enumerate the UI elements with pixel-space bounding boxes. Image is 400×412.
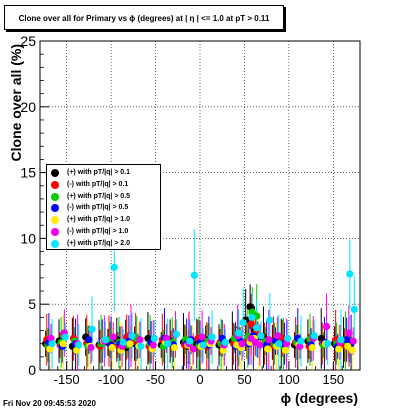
legend-marker (51, 180, 59, 189)
y-tick-label: 20 (20, 99, 36, 115)
data-point (101, 336, 110, 344)
y-tick-label: 15 (20, 165, 36, 181)
data-point (322, 322, 331, 331)
timestamp: Fri Nov 20 09:45:53 2020 (3, 399, 96, 408)
data-point (264, 345, 272, 353)
data-point (88, 325, 96, 333)
x-tick-label: -150 (54, 372, 80, 387)
legend-marker (51, 239, 59, 248)
data-point (198, 333, 206, 341)
data-point (199, 341, 207, 349)
legend-entry: (+) with pT/|q| > 0.5 (47, 191, 160, 203)
y-tick-label: 5 (28, 296, 36, 312)
data-point (247, 320, 255, 328)
legend-marker (51, 192, 59, 201)
legend-marker (51, 169, 59, 177)
y-axis-ticks: 0 5 10 15 20 25 (20, 33, 49, 378)
chart-title: Clone over all for Primary vs ϕ (degrees… (18, 14, 270, 23)
x-tick-label: -100 (98, 372, 124, 387)
data-point (265, 336, 273, 344)
data-point (119, 338, 127, 346)
legend-marker (51, 228, 59, 236)
data-point (266, 316, 274, 324)
data-point (208, 333, 216, 341)
data-point (128, 332, 136, 340)
data-point (172, 330, 181, 339)
data-point (284, 334, 292, 343)
data-point (337, 336, 345, 344)
legend-entry: (-) with pT/|q| > 0.1 (47, 179, 160, 191)
x-tick-label: 150 (322, 372, 344, 387)
y-tick-label: 0 (28, 362, 36, 378)
legend-marker (51, 216, 59, 225)
data-point (87, 344, 95, 352)
data-point (48, 340, 56, 348)
data-point (235, 329, 243, 337)
title-box: Clone over all for Primary vs ϕ (degrees… (4, 5, 284, 30)
x-axis-ticks: -150 -100 -50 0 50 100 150 (48, 361, 352, 387)
data-point (348, 346, 356, 354)
x-tick-label: 100 (278, 372, 300, 387)
data-point (308, 344, 316, 352)
data-point (190, 271, 198, 279)
data-point (275, 340, 283, 348)
data-point (349, 337, 357, 345)
data-point (149, 341, 157, 349)
data-point (221, 338, 230, 346)
data-point (346, 270, 354, 278)
grid-lines (40, 40, 360, 371)
data-point (281, 346, 290, 354)
data-point (59, 340, 67, 348)
data-point (109, 333, 117, 341)
legend-marker (51, 204, 59, 213)
data-point (238, 340, 246, 348)
legend-label: (-) with pT/|q| > 1.0 (67, 228, 129, 235)
legend: (+) with pT/|q| > 0.1 (-) with pT/|q| > 0… (46, 164, 161, 250)
data-point (345, 329, 353, 337)
x-tick-label: -50 (146, 372, 165, 387)
data-points (42, 263, 358, 354)
data-point (256, 341, 264, 349)
data-point (137, 342, 145, 350)
data-point (248, 313, 256, 321)
data-point (170, 344, 178, 352)
legend-label: (+) with pT/|q| > 1.0 (67, 216, 131, 224)
legend-entry: (+) with pT/|q| > 2.0 (47, 238, 160, 250)
data-point (274, 332, 282, 340)
y-axis-label: Clone over all (%) (8, 44, 24, 161)
data-point (350, 305, 358, 314)
data-point (75, 341, 83, 349)
legend-entry: (+) with pT/|q| > 0.1 (47, 167, 160, 179)
data-point (257, 332, 265, 340)
data-point (85, 336, 93, 344)
x-tick-label: 50 (237, 372, 251, 387)
data-point (108, 344, 116, 352)
data-point (189, 345, 197, 353)
legend-entry: (+) with pT/|q| > 1.0 (47, 214, 160, 226)
data-point (186, 337, 194, 345)
y-tick-label: 10 (20, 230, 36, 246)
data-point (297, 337, 305, 345)
data-point (164, 340, 172, 348)
legend-label: (+) with pT/|q| > 2.0 (67, 239, 131, 247)
data-point (252, 324, 261, 332)
data-point (335, 345, 343, 353)
legend-label: (+) with pT/|q| > 0.1 (67, 169, 131, 176)
data-point (136, 336, 144, 344)
data-point (110, 263, 118, 271)
legend-label: (-) with pT/|q| > 0.1 (67, 180, 129, 188)
legend-label: (+) with pT/|q| > 0.5 (67, 192, 131, 200)
x-axis-label: ϕ (degrees) (281, 390, 358, 406)
data-point (324, 340, 332, 348)
data-point (239, 319, 247, 327)
data-point (61, 333, 70, 341)
legend-entry: (-) with pT/|q| > 1.0 (47, 226, 160, 238)
data-point (150, 334, 158, 343)
y-tick-label: 25 (20, 33, 36, 49)
legend-label: (-) with pT/|q| > 0.5 (67, 204, 129, 212)
legend-entry: (-) with pT/|q| > 0.5 (47, 202, 160, 214)
x-tick-label: 0 (196, 372, 203, 387)
data-point (310, 332, 318, 340)
data-point (126, 340, 134, 348)
